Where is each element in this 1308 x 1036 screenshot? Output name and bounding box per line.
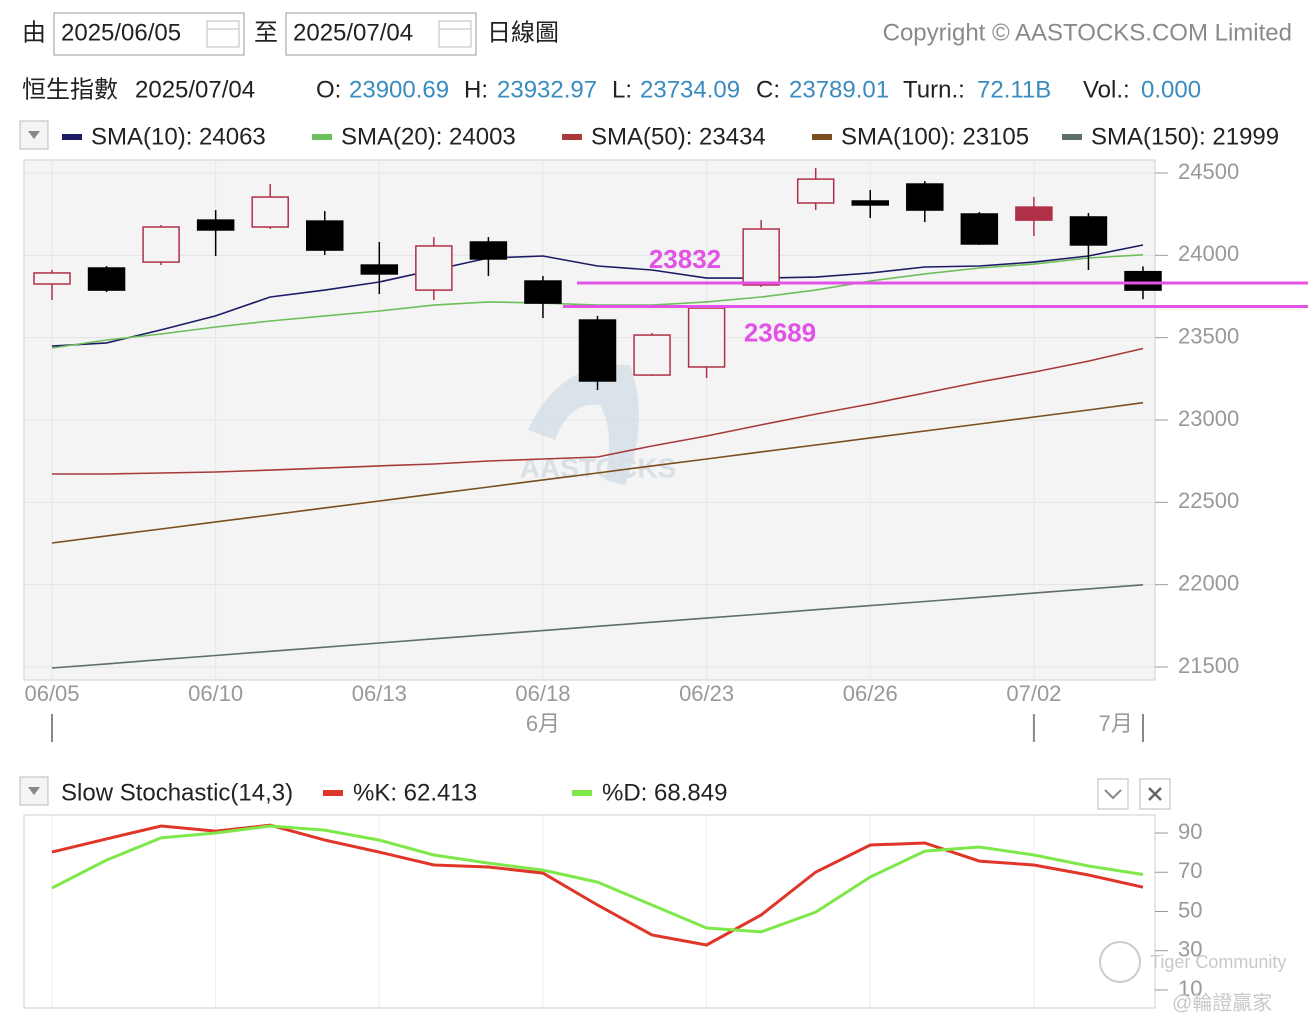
quote-label: C:: [756, 76, 780, 103]
legend-label: %D: 68.849: [602, 779, 727, 806]
quote-fields: O: 23900.69 H: 23932.97 L: 23734.09 C: 23789.01…: [316, 76, 1201, 103]
y-tick-label: 22500: [1178, 488, 1239, 513]
quote-value: 72.11B: [977, 76, 1051, 103]
quote-value: 23734.09: [640, 76, 740, 103]
legend-label: SMA(150): 21999: [1091, 123, 1279, 150]
candle-body: [360, 264, 399, 275]
plot-area: [23, 814, 1156, 1009]
calendar-icon[interactable]: [438, 20, 472, 48]
candle-body: [251, 196, 289, 228]
collapse-button[interactable]: [1097, 778, 1129, 810]
watermark: Tiger Community: [1150, 952, 1286, 972]
quote-label: Turn.:: [903, 76, 965, 103]
candle-body: [796, 178, 835, 204]
candle-body: [1069, 216, 1108, 246]
x-tick-label: 06/18: [515, 681, 570, 706]
to-input[interactable]: [285, 12, 477, 56]
candle-body: [469, 241, 508, 260]
y-tick-label: 24000: [1178, 241, 1239, 266]
candle-body: [87, 267, 126, 291]
candle-body: [687, 307, 726, 368]
y-tick-label: 23000: [1178, 406, 1239, 431]
quote-label: Vol.:: [1083, 76, 1130, 103]
from-date: 2025/06/05: [61, 19, 181, 46]
series-line: [51, 244, 1144, 347]
candle-body: [142, 226, 180, 263]
calendar-icon[interactable]: [206, 20, 240, 48]
series-line: [52, 347, 1144, 475]
y-tick-label: 10: [1178, 976, 1202, 1001]
legend-swatch: [562, 134, 582, 140]
legend-label: SMA(20): 24003: [341, 123, 516, 150]
chart-title: Slow Stochastic(14,3): [61, 779, 293, 806]
series-line: [51, 584, 1144, 669]
legend-swatch: [62, 134, 82, 140]
copyright: Copyright © AASTOCKS.COM Limited: [883, 19, 1292, 46]
series-line: [51, 823, 1144, 947]
candle-body: [851, 200, 889, 206]
candle-body: [633, 334, 671, 376]
y-tick-label: 70: [1178, 858, 1202, 883]
y-tick-label: 22000: [1178, 570, 1239, 595]
y-tick-label: 50: [1178, 897, 1202, 922]
series-line: [51, 824, 1144, 934]
legend-label: SMA(50): 23434: [591, 123, 766, 150]
from-input[interactable]: [53, 12, 245, 56]
legend-swatch: [312, 134, 332, 140]
legend-swatch: [812, 134, 832, 140]
month-label: 7月: [1099, 711, 1133, 736]
legend-swatch: [1062, 134, 1082, 140]
x-tick-label: 06/23: [679, 681, 734, 706]
month-label: 6月: [526, 711, 560, 736]
y-tick-label: 24500: [1178, 159, 1239, 184]
legend-swatch: [323, 790, 343, 796]
x-tick-label: 06/10: [188, 681, 243, 706]
legend-label: SMA(10): 24063: [91, 123, 266, 150]
y-tick-label: 21500: [1178, 653, 1239, 678]
series-line: [51, 401, 1144, 544]
watermark: @輪證贏家: [1172, 991, 1272, 1014]
quote-value: 23932.97: [497, 76, 597, 103]
x-tick-label: 06/13: [352, 681, 407, 706]
candle-body: [524, 280, 562, 304]
to-label: 至: [254, 19, 278, 46]
quote-date: 2025/07/04: [135, 76, 255, 103]
legend-label: SMA(100): 23105: [841, 123, 1029, 150]
quote-value: 23900.69: [349, 76, 449, 103]
y-tick-label: 90: [1178, 819, 1202, 844]
candle-body: [415, 245, 453, 291]
quote-label: H:: [464, 76, 488, 103]
candle-body: [906, 183, 944, 211]
dropdown-button[interactable]: [19, 776, 49, 806]
quote-label: O:: [316, 76, 341, 103]
horizontal-line-label: 23689: [744, 317, 816, 347]
y-tick-label: 30: [1178, 937, 1202, 962]
from-label: 由: [22, 19, 46, 46]
dropdown-button[interactable]: [19, 120, 49, 150]
watermark-logo: [1099, 941, 1141, 983]
y-tick-label: 23500: [1178, 323, 1239, 348]
quote-label: L:: [612, 76, 632, 103]
legend-swatch: [572, 790, 592, 796]
period: 日線圖: [487, 19, 559, 46]
x-tick-label: 07/02: [1006, 681, 1061, 706]
candle-body: [1015, 206, 1053, 221]
candle-body: [960, 213, 999, 245]
candle-body: [578, 319, 617, 382]
quote-value: 0.000: [1141, 76, 1201, 103]
quote-name: 恒生指數: [22, 76, 118, 103]
horizontal-line-label: 23832: [649, 244, 721, 274]
to-date: 2025/07/04: [293, 19, 413, 46]
candle-body: [196, 219, 235, 231]
candle-body: [306, 220, 344, 251]
candle-body: [1124, 270, 1162, 291]
close-button[interactable]: [1139, 778, 1171, 810]
quote-value: 23789.01: [789, 76, 889, 103]
x-tick-label: 06/05: [24, 681, 79, 706]
candle-body: [742, 228, 780, 286]
x-tick-label: 06/26: [843, 681, 898, 706]
candle-body: [33, 272, 71, 285]
legend-label: %K: 62.413: [353, 779, 477, 806]
